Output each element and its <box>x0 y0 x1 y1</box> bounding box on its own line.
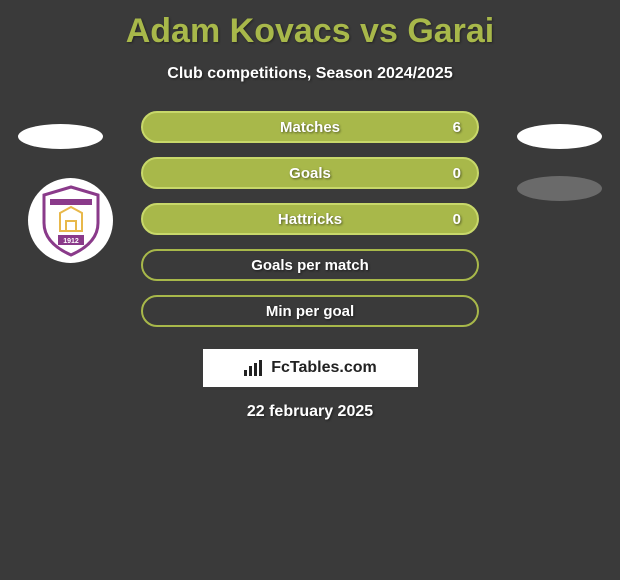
stat-value: 0 <box>453 211 461 228</box>
page-title: Adam Kovacs vs Garai <box>0 0 620 51</box>
player-left-pill <box>18 124 103 149</box>
stat-row-matches: Matches 6 <box>141 111 479 143</box>
player-right-pill-secondary <box>517 176 602 201</box>
stat-label: Min per goal <box>143 303 477 320</box>
stat-label: Goals <box>143 165 477 182</box>
source-attribution: FcTables.com <box>203 349 418 387</box>
bar-chart-icon <box>243 359 265 377</box>
attribution-text: FcTables.com <box>271 359 377 377</box>
stat-row-goals-per-match: Goals per match <box>141 249 479 281</box>
page-subtitle: Club competitions, Season 2024/2025 <box>0 65 620 83</box>
stat-label: Matches <box>143 119 477 136</box>
shield-icon: 1912 <box>40 185 102 257</box>
stat-row-goals: Goals 0 <box>141 157 479 189</box>
stat-value: 0 <box>453 165 461 182</box>
stat-label: Hattricks <box>143 211 477 228</box>
badge-year: 1912 <box>63 238 79 245</box>
stat-row-hattricks: Hattricks 0 <box>141 203 479 235</box>
player-right-pill <box>517 124 602 149</box>
club-badge: 1912 <box>28 178 113 263</box>
snapshot-date: 22 february 2025 <box>0 403 620 421</box>
stat-value: 6 <box>453 119 461 136</box>
stat-row-min-per-goal: Min per goal <box>141 295 479 327</box>
stat-label: Goals per match <box>143 257 477 274</box>
